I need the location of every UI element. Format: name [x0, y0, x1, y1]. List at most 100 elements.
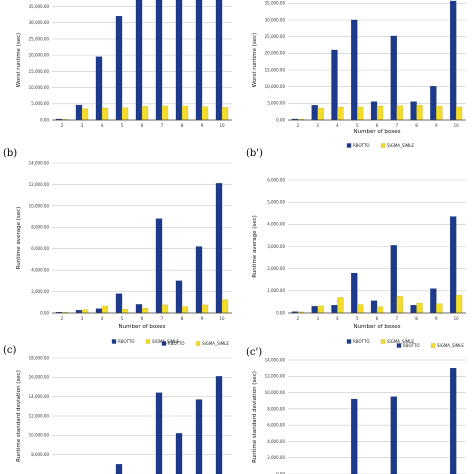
chart-3-ytick-label: 8,000.00 [31, 225, 49, 230]
chart-4-bar-s2-8 [416, 302, 423, 314]
chart-3-bar-s1-3 [75, 310, 83, 314]
chart-2-bar-s1-5 [351, 19, 358, 121]
chart-1-xtick-label: 3 [81, 123, 84, 128]
chart-6-ytick-label: 0.00 [276, 471, 285, 474]
chart-5-legend-swatch-2 [195, 341, 201, 346]
chart-5-y-axis-label: Runtime standard deviation (sec) [16, 370, 22, 462]
chart-4-bar-s2-5 [357, 304, 364, 314]
chart-6-ytick-label: 2,000.00 [267, 455, 285, 460]
chart-2-xtick-label: 5 [356, 123, 359, 128]
chart-4-bar-s2-4 [337, 297, 344, 314]
chart-4-ytick-label: 2,000.00 [267, 266, 285, 271]
chart-3-bar-s2-8 [181, 306, 189, 314]
chart-3-bar-s2-7 [161, 304, 169, 314]
chart-3-bar-s2-5 [121, 309, 129, 314]
chart-5-legend-swatch-1 [161, 341, 167, 346]
chart-3-xtick-label: 4 [101, 316, 104, 321]
chart-2-y-axis-label: Worst runtime (sec) [252, 33, 258, 87]
chart-2-ytick-label: 25,000.00 [265, 34, 286, 39]
chart-6-legend-label-1: RBOTTO [403, 343, 420, 348]
chart-1-ytick-label: 20,000.00 [29, 53, 50, 58]
chart-4-xtick-label: 6 [376, 316, 379, 321]
chart-2-xtick-label: 10 [454, 123, 460, 128]
chart-5-bar-s1-9 [195, 399, 203, 474]
chart-3-xtick-label: 2 [61, 316, 64, 321]
chart-3-legend-swatch-2 [145, 339, 151, 344]
chart-1-xtick-label: 6 [141, 123, 144, 128]
chart-6-bar-s1-7 [390, 396, 397, 474]
chart-4-xtick-label: 2 [297, 316, 300, 321]
chart-3-xtick-label: 10 [219, 316, 225, 321]
chart-4-xtick-label: 10 [454, 316, 460, 321]
chart-1-xtick-label: 2 [61, 123, 64, 128]
chart-5-bar-s1-7 [155, 392, 163, 474]
chart-1-bar-s2-8 [181, 105, 189, 121]
chart-5-ytick-label: 10,000.00 [29, 433, 50, 438]
chart-4-xtick-label: 4 [336, 316, 339, 321]
chart-3-bar-s1-6 [135, 304, 143, 314]
chart-4-legend-label-2: SIGMA_SIMLE [387, 339, 414, 344]
chart-6-legend-swatch-2 [430, 343, 436, 348]
chart-4-ytick-label: 5,000.00 [267, 200, 285, 205]
chart-4-bar-s2-3 [317, 305, 324, 314]
chart-1-bar-s1-7 [155, 0, 163, 121]
chart-3-legend-label-1: RBOTTO [118, 339, 135, 344]
chart-1-ytick-label: 0.00 [40, 117, 49, 122]
chart-2-legend-label-2: SIGMA_SIMLE [387, 143, 414, 148]
chart-1-bar-s1-10 [215, 0, 223, 121]
chart-2-bar-s2-4 [337, 107, 344, 121]
chart-4-xtick-label: 8 [415, 316, 418, 321]
chart-2-bar-s2-10 [455, 106, 463, 121]
chart-2-xtick-label: 3 [316, 123, 319, 128]
chart-1-bar-s1-5 [115, 16, 123, 121]
chart-3-bar-s2-10 [221, 299, 229, 314]
chart-2-bar-s1-6 [370, 101, 378, 121]
chart-4-bar-s1-10 [450, 216, 457, 314]
chart-1-xtick-label: 7 [161, 123, 164, 128]
chart-2-bar-s2-6 [376, 105, 384, 121]
chart-1-ytick-label: 10,000.00 [29, 85, 50, 90]
chart-4-bar-s1-3 [311, 306, 318, 314]
chart-1-y-axis-label: Worst runtime (sec) [16, 33, 22, 87]
chart-5-legend-label-2: SIGMA_SIMLE [202, 341, 229, 346]
chart-1-bar-s2-5 [121, 107, 129, 121]
chart-3-ytick-label: 4,000.00 [31, 268, 49, 273]
chart-5-legend-label-1: RBOTTO [168, 341, 185, 346]
chart-1-ytick-label: 30,000.00 [29, 20, 50, 25]
chart-1-bar-s2-3 [81, 108, 89, 121]
chart-3-ytick-label: 2,000.00 [31, 289, 49, 294]
chart-3-xtick-label: 8 [181, 316, 184, 321]
chart-2-bar-s1-7 [390, 35, 397, 121]
chart-2-ytick-label: 10,000.00 [265, 84, 286, 89]
chart-5-bar-s1-8 [175, 433, 183, 474]
chart-2-bar-s1-9 [430, 86, 437, 121]
chart-2-legend-swatch-2 [380, 143, 386, 148]
chart-1-bar-s1-4 [95, 56, 103, 121]
chart-4-ytick-label: 4,000.00 [267, 222, 285, 227]
chart-1-bar-s2-7 [161, 105, 169, 121]
chart-2-bar-s2-5 [357, 106, 364, 121]
chart-4-bar-s2-9 [436, 303, 443, 314]
chart-6-ytick-label: 12,000.00 [265, 374, 286, 379]
chart-2-bar-s1-4 [331, 49, 338, 121]
chart-2-xtick-label: 4 [336, 123, 339, 128]
chart-2-x-axis-label: Number of boxes [354, 129, 401, 135]
chart-2-xtick-label: 9 [435, 123, 438, 128]
chart-1-bar-s2-4 [101, 107, 109, 121]
chart-2-xtick-label: 7 [396, 123, 399, 128]
chart-4-bar-s1-4 [331, 305, 338, 314]
chart-1-ytick-label: 5,000.00 [31, 101, 49, 106]
chart-2-ytick-label: 20,000.00 [265, 51, 286, 56]
chart-4-bar-s2-6 [376, 306, 384, 314]
chart-1-xtick-label: 4 [101, 123, 104, 128]
chart-2-bar-s1-10 [450, 0, 457, 121]
chart-4-ytick-label: 0.00 [276, 310, 285, 315]
chart-6-ytick-label: 4,000.00 [267, 439, 285, 444]
chart-5-bar-s1-5 [115, 464, 123, 474]
chart-2-legend-swatch-1 [346, 143, 352, 148]
chart-2-ytick-label: 0.00 [276, 117, 285, 122]
chart-6-ytick-label: 8,000.00 [267, 406, 285, 411]
chart-2-ytick-label: 35,000.00 [265, 1, 286, 6]
chart-2-xtick-label: 6 [376, 123, 379, 128]
